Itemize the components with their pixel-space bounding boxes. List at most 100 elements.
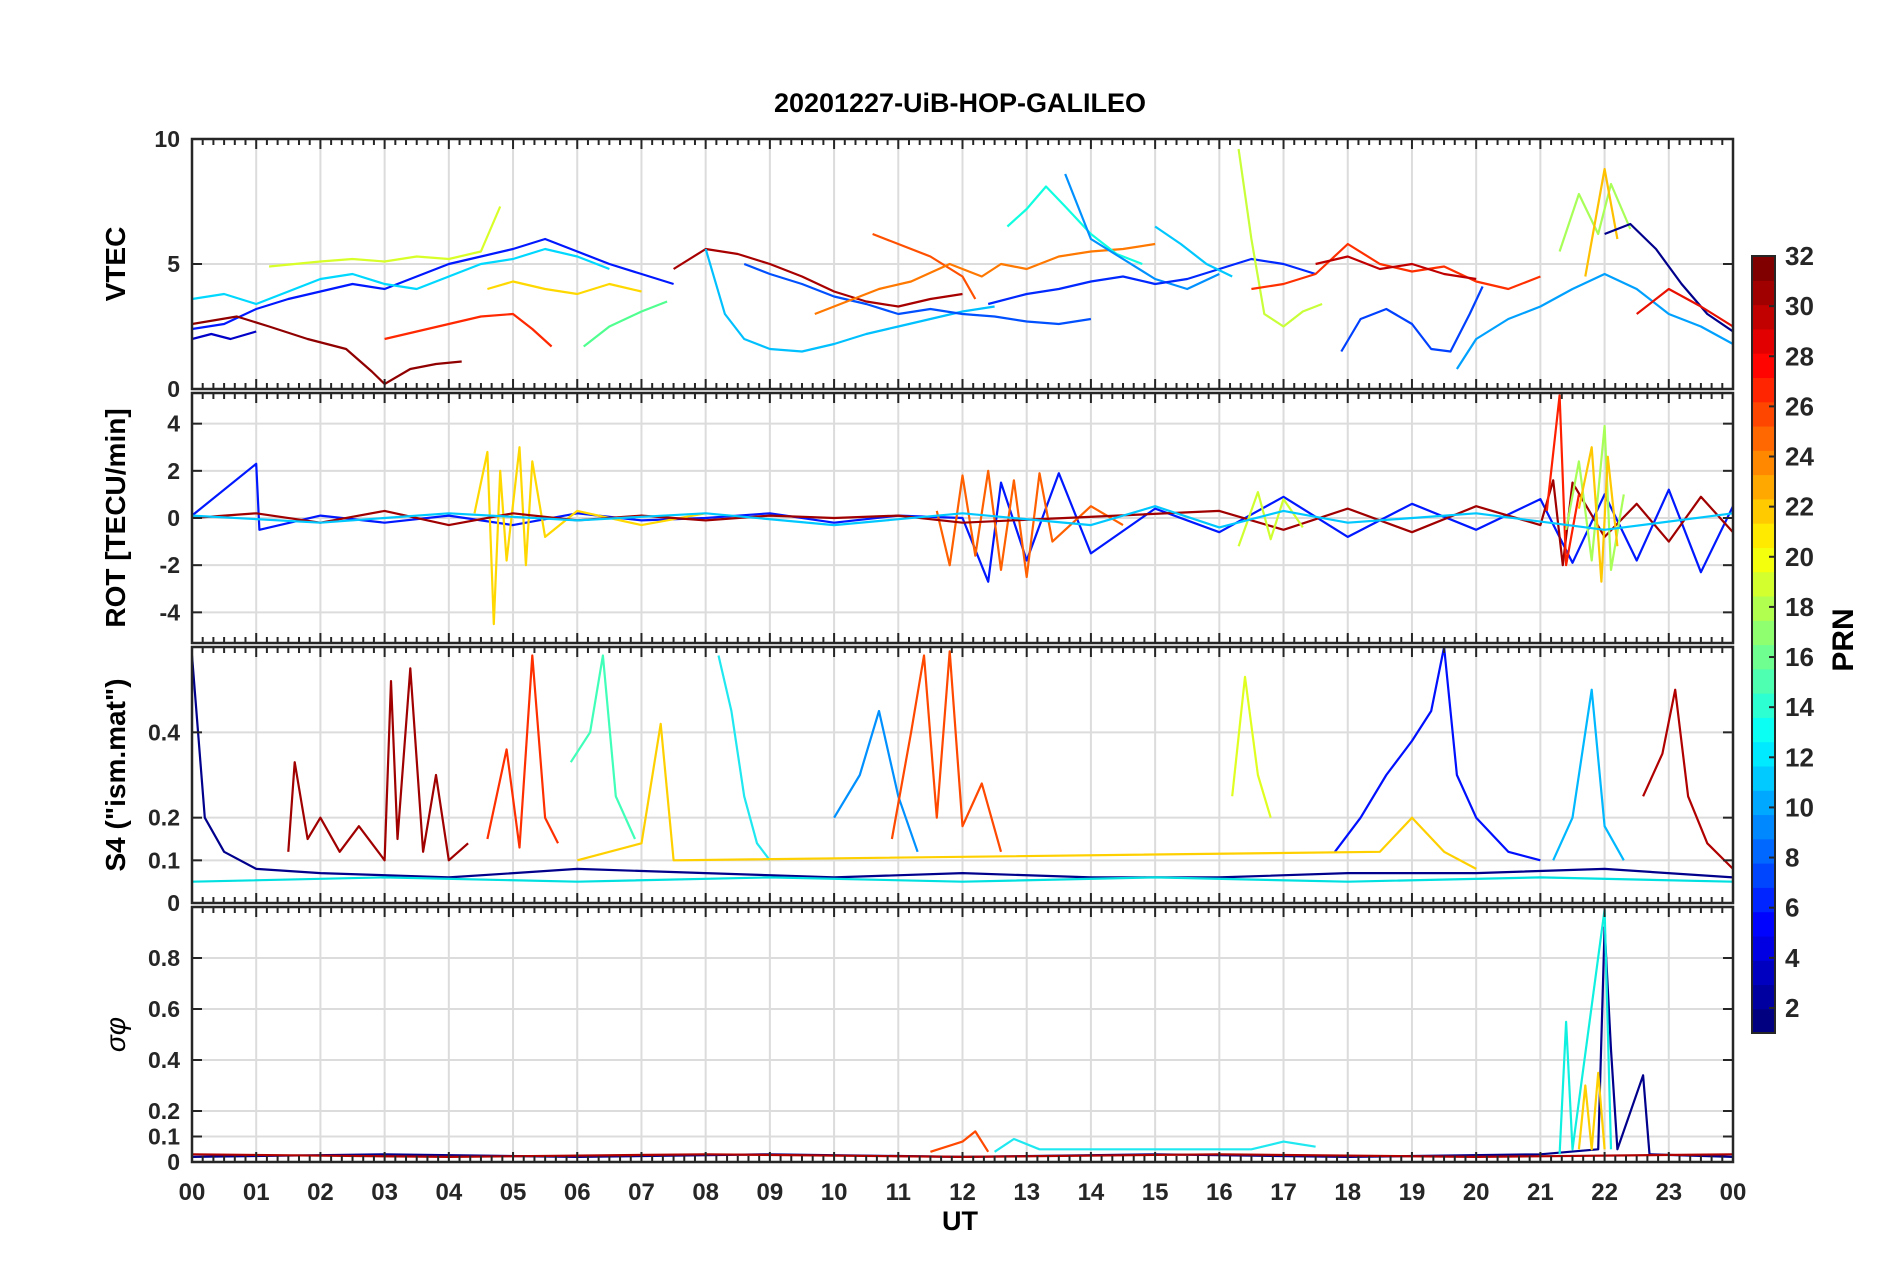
y-tick-label: 0.1 [148, 1124, 180, 1150]
y-tick-label: 10 [154, 126, 180, 152]
x-tick-label: 20 [1463, 1179, 1490, 1206]
series-line-prn-25 [872, 232, 977, 300]
series-line-prn-29 [1545, 394, 1580, 567]
colorbar-tick-label: 8 [1785, 843, 1799, 873]
series-line-prn-31 [287, 667, 469, 862]
colorbar-tick-label: 12 [1785, 742, 1814, 772]
x-tick-label: 16 [1206, 1179, 1233, 1206]
series-line-prn-21 [487, 280, 642, 296]
colorbar-segment [1752, 498, 1775, 524]
series-line-prn-21 [577, 722, 1477, 870]
series-line-prn-22 [1584, 167, 1619, 277]
colorbar-tick-label: 22 [1785, 492, 1814, 522]
colorbar-segment [1752, 547, 1775, 573]
x-tick-label: 17 [1270, 1179, 1297, 1206]
colorbar-segment [1752, 523, 1775, 548]
x-tick-label: 08 [692, 1179, 719, 1206]
x-tick-label: 12 [949, 1179, 976, 1206]
colorbar-label: PRN [1827, 608, 1860, 671]
panel-frame [190, 645, 1735, 905]
series-line-prn-17 [1565, 424, 1625, 572]
series-line-prn-3 [1334, 647, 1541, 862]
series-line-prn-20 [268, 206, 502, 268]
series-line-prn-10 [1455, 272, 1733, 370]
colorbar-tick-label: 32 [1785, 241, 1814, 271]
series-line-prn-27 [1251, 242, 1541, 291]
y-tick-label: 0 [167, 1149, 180, 1175]
colorbar-segment [1752, 256, 1775, 281]
panel-vtec: 0 5 10 VTEC [100, 126, 1735, 402]
series-line-prn-5 [1340, 286, 1484, 353]
series-line-prn-22 [1577, 446, 1619, 583]
panel-series [192, 394, 1733, 626]
x-tick-label: 04 [435, 1179, 462, 1206]
y-tick-label: 0.1 [148, 847, 180, 873]
series-line-prn-21 [1577, 1071, 1606, 1151]
colorbar-segment [1752, 425, 1775, 451]
x-tick-label: 01 [243, 1179, 270, 1206]
colorbar-tick-label: 28 [1785, 341, 1814, 371]
colorbar-tick-label: 20 [1785, 542, 1814, 572]
colorbar-segment [1752, 668, 1775, 694]
series-line-prn-13 [717, 655, 771, 861]
series-line-prn-1 [192, 655, 1733, 879]
series-line-prn-12 [1552, 688, 1625, 861]
x-tick-label: 06 [564, 1179, 591, 1206]
series-line-prn-12 [704, 248, 995, 353]
y-tick-label: -2 [160, 552, 180, 578]
colorbar-tick-label: 16 [1785, 642, 1814, 672]
colorbar-segment [1752, 644, 1775, 670]
colorbar-segment [1752, 765, 1775, 791]
series-line-prn-19 [1231, 675, 1272, 819]
x-tick-label: 02 [307, 1179, 334, 1206]
series-line-prn-9 [1064, 173, 1220, 291]
colorbar-tick-label: 14 [1785, 692, 1814, 722]
colorbar-segment [1752, 353, 1775, 379]
colorbar-tick-label: 26 [1785, 391, 1814, 421]
x-tick-label: 07 [628, 1179, 655, 1206]
colorbar-tick-label: 30 [1785, 291, 1814, 321]
colorbar-segment [1752, 474, 1775, 500]
y-tick-label: 0 [167, 505, 180, 531]
x-tick-label: 09 [757, 1179, 784, 1206]
panel-frame [190, 137, 1735, 391]
x-tick-label: 23 [1655, 1179, 1682, 1206]
colorbar-segment [1752, 911, 1775, 937]
colorbar-segment [1752, 450, 1775, 476]
colorbar-segment [1752, 814, 1775, 840]
series-line-prn-30 [1315, 255, 1477, 281]
colorbar-segment [1752, 790, 1775, 816]
y-axis-label: σφ [100, 1017, 131, 1052]
x-tick-label: 18 [1334, 1179, 1361, 1206]
series-line-prn-26 [890, 650, 1003, 853]
y-tick-label: 0.6 [148, 996, 180, 1022]
colorbar-segment [1752, 838, 1775, 864]
y-tick-label: 0.4 [148, 1047, 180, 1073]
colorbar-segment [1752, 304, 1775, 330]
y-tick-label: 0.2 [148, 805, 180, 831]
colorbar-segment [1752, 571, 1775, 597]
colorbar-segment [1752, 693, 1775, 718]
chart-title: 20201227-UiB-HOP-GALILEO [774, 88, 1146, 118]
series-line-prn-3 [192, 462, 1733, 583]
colorbar-tick-label: 10 [1785, 792, 1814, 822]
colorbar-segment [1752, 328, 1775, 354]
series-line-prn-27 [486, 654, 559, 849]
y-tick-label: 0.8 [148, 945, 180, 971]
colorbar-tick-label: 18 [1785, 592, 1814, 622]
colorbar-segment [1752, 1008, 1775, 1034]
series-line-prn-9 [833, 709, 919, 853]
panel-series [192, 148, 1733, 386]
colorbar-segment [1752, 741, 1775, 767]
series-line-prn-1 [1604, 222, 1733, 333]
colorbar-segment [1752, 984, 1775, 1010]
y-tick-label: 0 [167, 890, 180, 916]
series-line-prn-3 [192, 237, 674, 331]
colorbar-segment [1752, 595, 1775, 621]
y-tick-label: 4 [167, 411, 180, 437]
panel-frame [190, 391, 1735, 645]
colorbar-tick-label: 6 [1785, 893, 1799, 923]
